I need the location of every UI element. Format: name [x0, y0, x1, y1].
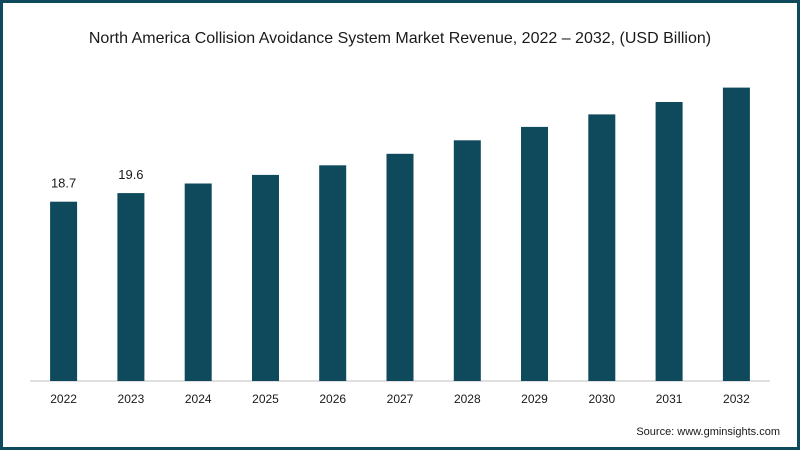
x-tick-label-2025: 2025 [252, 392, 279, 406]
bar-2028 [453, 140, 481, 381]
x-tick-label-2032: 2032 [723, 392, 750, 406]
x-tick-label-2028: 2028 [454, 392, 481, 406]
chart-title: North America Collision Avoidance System… [88, 30, 712, 47]
bar-2031 [655, 102, 683, 381]
data-label-2023: 19.6 [118, 167, 143, 182]
x-tick-label-2031: 2031 [656, 392, 683, 406]
data-label-2022: 18.7 [51, 176, 76, 191]
x-tick-label-2023: 2023 [118, 392, 145, 406]
x-tick-label-2029: 2029 [521, 392, 548, 406]
bar-2032 [722, 87, 750, 381]
bar-2024 [184, 183, 212, 381]
bar-2030 [588, 114, 616, 382]
source-note: Source: www.gminsights.com [636, 426, 780, 438]
bar-2023 [117, 193, 145, 381]
data-labels-group: 18.7 19.6 [51, 167, 144, 191]
bar-2027 [386, 153, 414, 381]
x-tick-label-2026: 2026 [319, 392, 346, 406]
bar-2025 [252, 174, 279, 381]
bar-2022 [50, 201, 78, 381]
bars-group [50, 87, 750, 382]
x-tick-label-2027: 2027 [387, 392, 414, 406]
x-tick-labels-group: 2022 2023 2024 2025 2026 2027 2028 2029 2030 2031… [50, 392, 750, 406]
x-tick-label-2030: 2030 [588, 392, 615, 406]
x-tick-label-2024: 2024 [185, 392, 212, 406]
bar-2029 [521, 126, 548, 382]
bar-2026 [319, 165, 347, 381]
x-tick-label-2022: 2022 [50, 392, 77, 406]
